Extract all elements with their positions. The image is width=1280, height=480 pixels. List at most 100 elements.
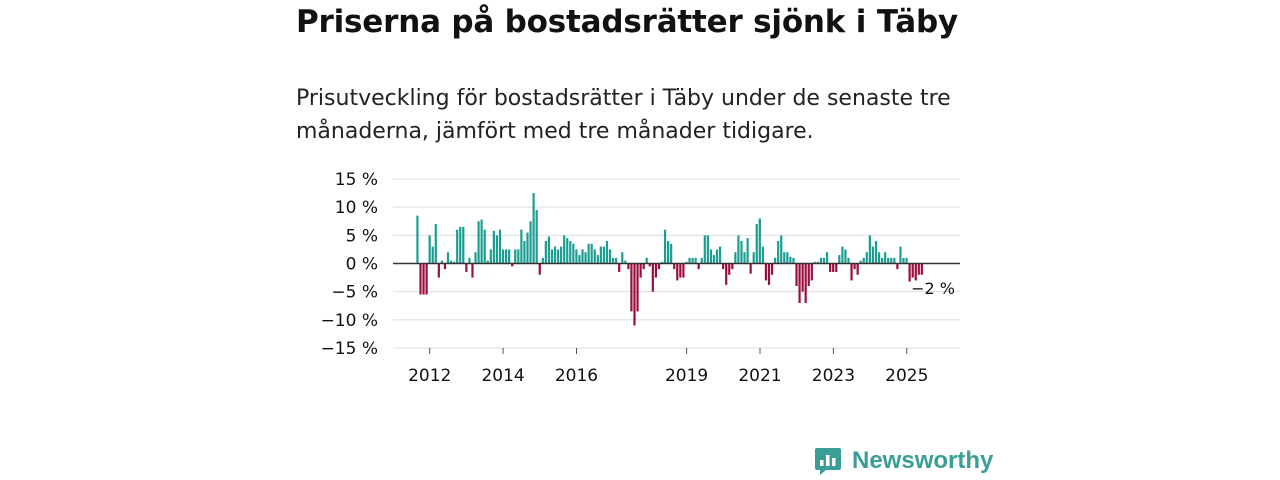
bar [419, 263, 422, 295]
bar [743, 252, 746, 264]
bar [627, 263, 630, 270]
bar [569, 240, 572, 264]
bar [920, 263, 923, 275]
bar [535, 209, 538, 264]
bar [563, 235, 566, 264]
x-tick-label: 2012 [408, 366, 451, 386]
bar [902, 257, 905, 264]
latest-value-label: −2 % [911, 279, 955, 298]
bar [425, 263, 428, 295]
bar [422, 263, 425, 295]
bar [560, 246, 563, 264]
brand-name: Newsworthy [852, 447, 994, 474]
bar [642, 263, 645, 270]
y-tick-label: 0 % [346, 255, 378, 275]
bar [514, 249, 517, 264]
bar [440, 260, 443, 264]
bar [593, 249, 596, 264]
bar [838, 255, 841, 264]
bar [443, 263, 447, 270]
bar [844, 249, 847, 264]
bar [911, 263, 914, 278]
bar [774, 257, 777, 264]
bar [608, 249, 612, 264]
bar [663, 229, 667, 264]
bar [829, 263, 832, 272]
chart-title: Priserna på bostadsrätter sjönk i Täby [296, 4, 959, 40]
bar [728, 263, 731, 275]
bar [657, 263, 661, 270]
bar [819, 257, 823, 264]
bar [712, 255, 716, 264]
bar [899, 246, 902, 264]
bar [865, 252, 868, 264]
bar [896, 263, 899, 270]
bar [504, 249, 508, 264]
bar [667, 240, 670, 264]
bar [871, 246, 875, 264]
bar [816, 261, 820, 264]
newsworthy-logo-icon [815, 448, 841, 475]
bar [807, 263, 810, 287]
bar [770, 263, 774, 275]
bar [700, 257, 703, 264]
bar [862, 257, 865, 264]
bar [615, 257, 618, 264]
bar [685, 261, 688, 264]
bar [538, 263, 541, 275]
bar [523, 240, 526, 264]
bar [462, 226, 465, 264]
bar [847, 257, 850, 264]
bar [541, 257, 544, 264]
bar [798, 263, 801, 303]
bar [449, 260, 453, 264]
bar [835, 263, 838, 272]
bar [477, 221, 480, 264]
bar [825, 252, 829, 264]
bar [715, 249, 719, 264]
bar [630, 263, 633, 312]
bar [868, 235, 871, 264]
bar [673, 263, 676, 270]
bar [917, 263, 920, 275]
bar [810, 263, 813, 281]
x-tick-label: 2014 [481, 366, 524, 386]
bar [596, 255, 599, 264]
bar [758, 218, 761, 264]
y-tick-label: −15 % [321, 339, 378, 359]
bar [783, 252, 786, 264]
bar [804, 263, 807, 303]
x-tick-label: 2016 [555, 366, 598, 386]
bar [648, 263, 651, 267]
bar [498, 229, 502, 264]
bar [792, 257, 795, 264]
bar [489, 249, 492, 264]
bar [605, 240, 609, 264]
bar [789, 256, 792, 264]
bar [887, 257, 890, 264]
bar [850, 263, 853, 281]
bar [731, 263, 734, 270]
y-tick-label: −5 % [331, 283, 378, 303]
bar [544, 240, 547, 264]
bar [486, 260, 489, 264]
y-tick-label: 15 % [335, 170, 378, 190]
bar [703, 235, 706, 264]
bar [694, 257, 697, 264]
bar [581, 249, 584, 264]
bar [746, 238, 749, 264]
bar [468, 257, 471, 264]
bar [670, 243, 673, 264]
bar [682, 263, 685, 278]
bar [859, 260, 862, 264]
bar [780, 235, 783, 264]
bar [495, 235, 499, 264]
bar [453, 261, 456, 264]
bar [578, 255, 581, 264]
bar [474, 252, 477, 264]
bar [795, 263, 798, 287]
bar [526, 232, 529, 264]
bar [584, 252, 587, 264]
bar [587, 243, 590, 264]
